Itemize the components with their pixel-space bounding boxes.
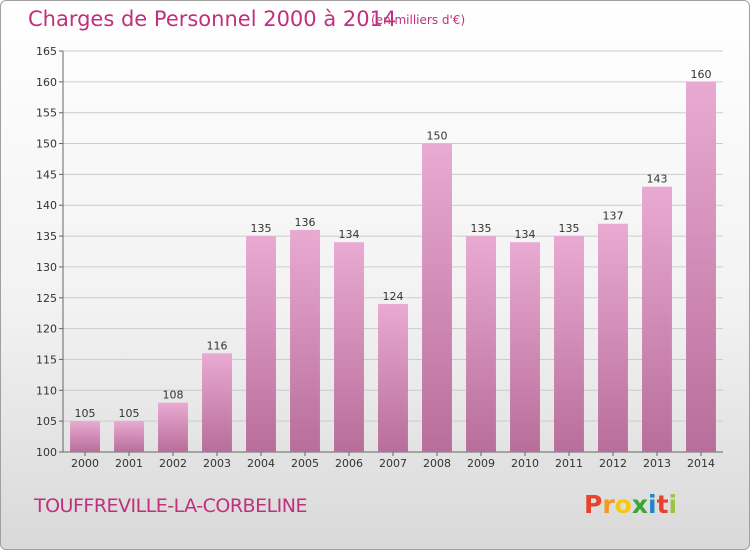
x-tick-label: 2011 — [555, 457, 583, 470]
y-tick-label: 145 — [36, 168, 57, 181]
bar — [598, 223, 628, 452]
data-label: 116 — [207, 339, 228, 352]
x-tick-labels: 2000 2001 2002 2003 2004 2005 2006 2007 2008 2009… — [71, 452, 715, 470]
bar — [334, 242, 364, 452]
chart-unit: (en milliers d'€) — [371, 13, 466, 27]
x-tick-label: 2014 — [687, 457, 715, 470]
y-tick-label: 105 — [36, 415, 57, 428]
data-label: 105 — [75, 407, 96, 420]
x-tick-label: 2008 — [423, 457, 451, 470]
bar — [466, 236, 496, 452]
data-label: 134 — [339, 228, 360, 241]
y-tick-label: 135 — [36, 230, 57, 243]
bar — [686, 81, 716, 452]
data-label: 160 — [691, 68, 712, 81]
bar — [290, 229, 320, 452]
commune-name: TOUFFREVILLE-LA-CORBELINE — [34, 495, 308, 517]
x-tick-label: 2006 — [335, 457, 363, 470]
x-tick-label: 2010 — [511, 457, 539, 470]
bar — [202, 353, 232, 452]
logo-letter: x — [631, 490, 648, 519]
bar — [642, 186, 672, 452]
bar — [510, 242, 540, 452]
y-tick-label: 160 — [36, 76, 57, 89]
bar — [554, 236, 584, 452]
data-label: 108 — [163, 389, 184, 402]
data-label: 143 — [647, 173, 668, 186]
bar — [158, 402, 188, 452]
bars — [70, 81, 716, 453]
logo-letter: P — [584, 490, 603, 519]
y-tick-label: 115 — [36, 353, 57, 366]
proxiti-logo: Proxiti — [584, 490, 677, 519]
logo-letter: t — [656, 490, 669, 519]
logo-letter: i — [648, 490, 657, 519]
y-tick-label: 100 — [36, 446, 57, 459]
y-tick-label: 130 — [36, 261, 57, 274]
logo-letter: o — [614, 490, 632, 519]
value-labels: 105 105 108 116 135 136 134 124 150 135 134 135 137 1… — [75, 68, 712, 420]
y-tick-label: 110 — [36, 384, 57, 397]
data-label: 105 — [119, 407, 140, 420]
y-tick-labels: 100 105 110 115 120 125 130 135 140 145 150 155 160 1… — [36, 45, 57, 459]
data-label: 137 — [603, 210, 624, 223]
bar — [378, 303, 408, 452]
bar — [422, 143, 452, 453]
x-tick-label: 2005 — [291, 457, 319, 470]
data-label: 124 — [383, 290, 404, 303]
x-tick-label: 2009 — [467, 457, 495, 470]
chart-title: Charges de Personnel 2000 à 2014 — [28, 7, 397, 31]
x-tick-label: 2004 — [247, 457, 275, 470]
data-label: 135 — [251, 222, 272, 235]
data-label: 135 — [559, 222, 580, 235]
y-tick-label: 140 — [36, 199, 57, 212]
data-label: 136 — [295, 216, 316, 229]
x-tick-label: 2001 — [115, 457, 143, 470]
logo-letter: r — [602, 490, 615, 519]
y-tick-label: 150 — [36, 138, 57, 151]
x-tick-label: 2000 — [71, 457, 99, 470]
x-tick-label: 2002 — [159, 457, 187, 470]
logo-letter: i — [668, 490, 678, 519]
bar — [114, 421, 144, 452]
x-tick-label: 2013 — [643, 457, 671, 470]
data-label: 134 — [515, 228, 536, 241]
y-tick-label: 120 — [36, 323, 57, 336]
x-tick-label: 2007 — [379, 457, 407, 470]
bar — [246, 236, 276, 452]
y-tick-label: 165 — [36, 45, 57, 58]
y-tick-label: 125 — [36, 292, 57, 305]
data-label: 150 — [427, 130, 448, 143]
bar — [70, 421, 100, 452]
x-tick-label: 2003 — [203, 457, 231, 470]
x-tick-label: 2012 — [599, 457, 627, 470]
y-tick-label: 155 — [36, 107, 57, 120]
data-label: 135 — [471, 222, 492, 235]
